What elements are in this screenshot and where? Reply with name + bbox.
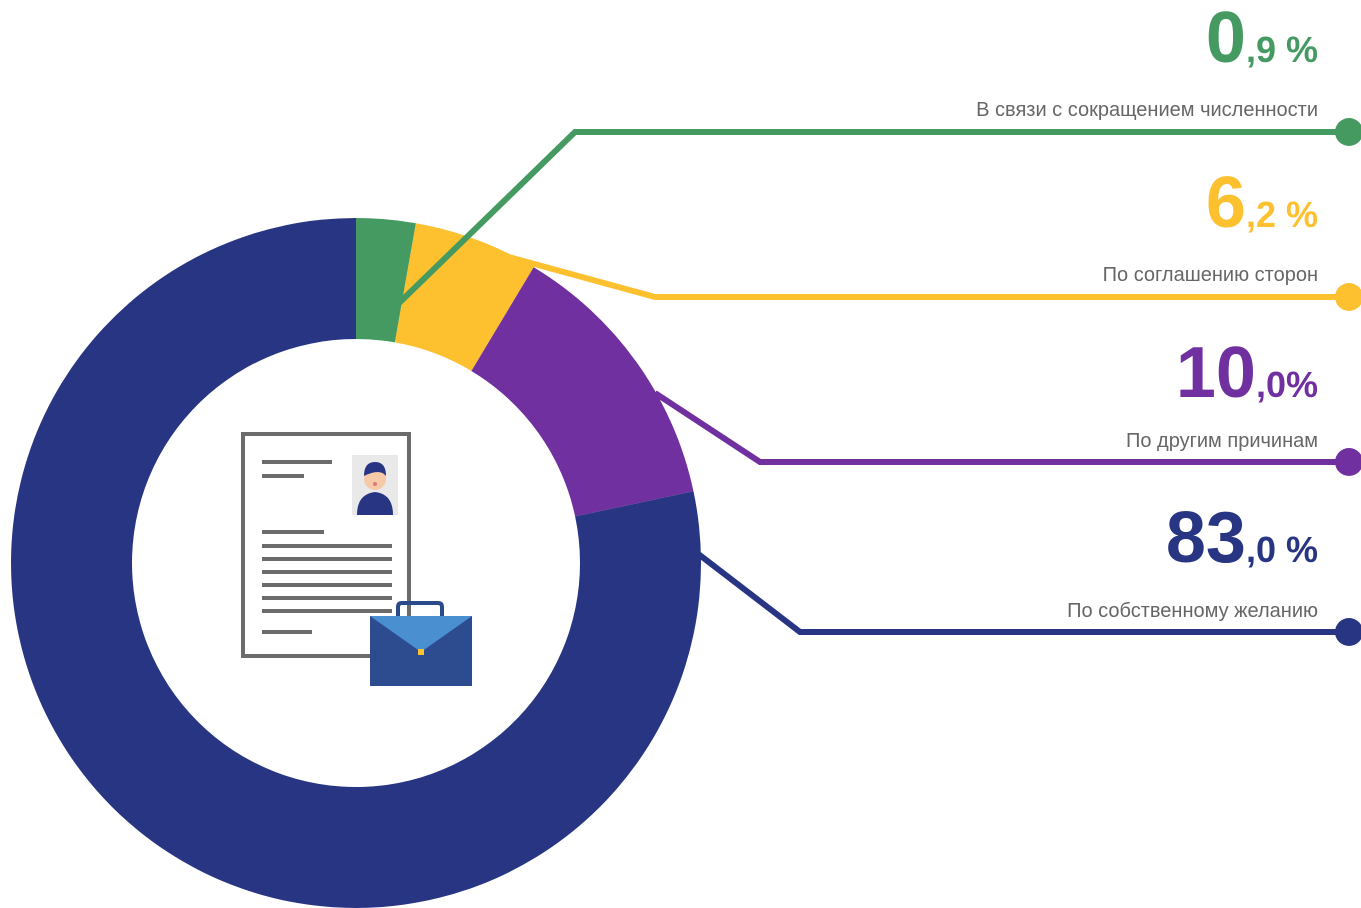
resume-document-with-briefcase-icon — [241, 432, 472, 686]
value-label-2: 6,2 % — [1206, 163, 1318, 243]
leader-line-1 — [392, 129, 1349, 310]
value-label-3: 10,0% — [1176, 333, 1318, 413]
category-label-1: В связи с сокращением численности — [976, 99, 1318, 121]
leader-lines — [392, 118, 1361, 646]
leader-dot-3 — [1335, 448, 1361, 476]
category-label-3: По другим причинам — [1126, 430, 1318, 452]
slice-2 — [394, 223, 534, 371]
leader-dot-2 — [1335, 283, 1361, 311]
leader-line-2 — [504, 253, 1349, 300]
value-label-1: 0,9 % — [1206, 0, 1318, 78]
category-label-4: По собственному желанию — [1067, 600, 1318, 622]
slice-4 — [11, 218, 702, 908]
value-label-4: 83,0 % — [1166, 498, 1318, 578]
leader-line-3 — [653, 390, 1349, 465]
slice-1 — [356, 218, 416, 343]
category-label-2: По соглашению сторон — [1103, 264, 1318, 286]
leader-line-4 — [695, 550, 1349, 635]
leader-dot-1 — [1335, 118, 1361, 146]
donut-slices — [11, 218, 702, 908]
slice-3 — [471, 267, 694, 517]
leader-dot-4 — [1335, 618, 1361, 646]
data-labels: 0,9 % В связи с сокращением численности 6,… — [976, 0, 1318, 622]
